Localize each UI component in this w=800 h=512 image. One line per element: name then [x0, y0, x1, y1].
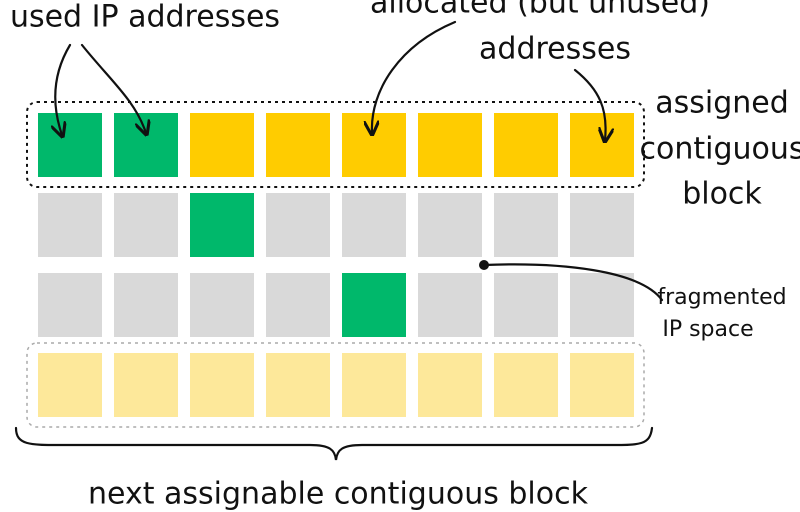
address-cell [114, 113, 178, 177]
address-cell [418, 273, 482, 337]
address-cell [38, 113, 102, 177]
arrow [573, 68, 606, 140]
fragmented-label: IP space [662, 317, 753, 342]
address-cell [114, 353, 178, 417]
address-cell [38, 273, 102, 337]
address-cell [342, 273, 406, 337]
address-cell [342, 193, 406, 257]
address-cell [494, 273, 558, 337]
address-cell [190, 193, 254, 257]
address-grid [38, 113, 634, 417]
address-cell [266, 273, 330, 337]
address-cell [342, 113, 406, 177]
address-cell [114, 193, 178, 257]
next-block-outline [26, 342, 645, 428]
address-cell [266, 353, 330, 417]
address-cell [418, 113, 482, 177]
allocated-label: addresses [479, 32, 631, 67]
address-cell [570, 193, 634, 257]
arrow [80, 43, 146, 133]
address-cell [266, 113, 330, 177]
brace [14, 426, 654, 461]
address-cell [38, 193, 102, 257]
address-cell [494, 353, 558, 417]
allocated-label: allocated (but unused) [370, 0, 710, 21]
address-cell [190, 353, 254, 417]
address-cell [38, 353, 102, 417]
pointer-line [482, 263, 664, 302]
address-cell [494, 193, 558, 257]
address-cell [190, 273, 254, 337]
assigned-label: contiguous [639, 132, 800, 167]
arrow [55, 43, 72, 135]
address-cell [418, 353, 482, 417]
address-cell [570, 113, 634, 177]
assigned-block-outline [26, 101, 645, 188]
used-label: used IP addresses [10, 0, 280, 35]
fragmented-label: fragmented [657, 285, 786, 310]
address-cell [570, 273, 634, 337]
address-cell [190, 113, 254, 177]
address-cell [570, 353, 634, 417]
assigned-label: block [682, 177, 762, 212]
address-cell [342, 353, 406, 417]
address-cell [114, 273, 178, 337]
arrow [372, 20, 457, 133]
address-cell [418, 193, 482, 257]
assigned-label: assigned [655, 86, 789, 121]
next-label: next assignable contiguous block [88, 477, 589, 512]
address-cell [494, 113, 558, 177]
address-cell [266, 193, 330, 257]
